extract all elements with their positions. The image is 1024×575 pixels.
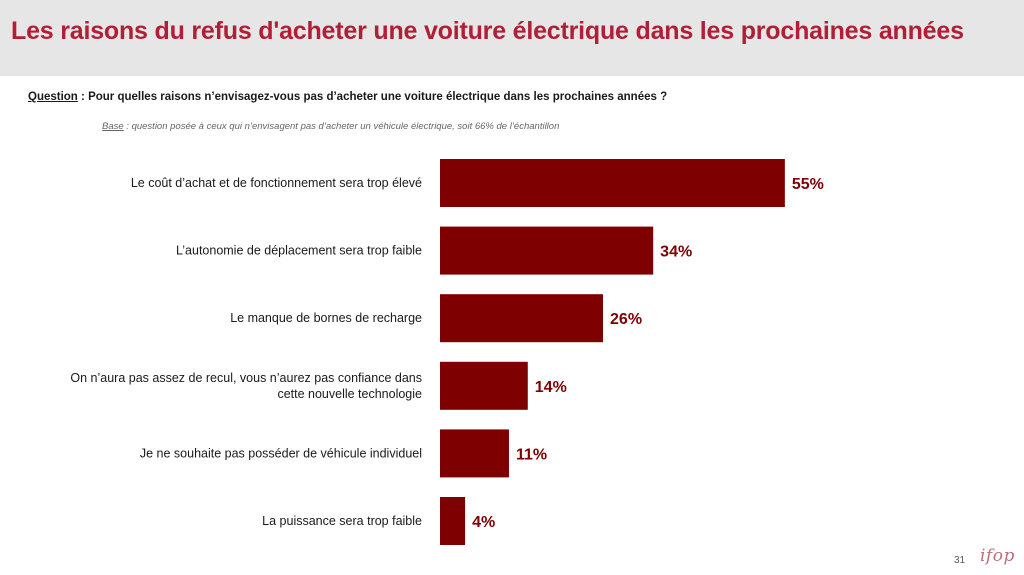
bar-4 — [440, 361, 528, 410]
category-label-4: On n’aura pas assez de recul, vous n’aur… — [70, 371, 422, 401]
question-label: Question — [28, 91, 78, 103]
base-note: Base : question posée à ceux qui n’envis… — [102, 121, 559, 132]
value-label-4: 14% — [535, 379, 567, 396]
value-label-5: 11% — [516, 446, 547, 463]
value-label-3: 26% — [610, 311, 642, 328]
question-text: Pour quelles raisons n’envisagez-vous pa… — [88, 91, 668, 103]
category-label-3: Le manque de bornes de recharge — [230, 311, 422, 325]
bar-6 — [440, 497, 466, 545]
bar-1 — [440, 159, 785, 207]
header-bar: Les raisons du refus d'acheter une voitu… — [0, 0, 1024, 76]
ifop-logo: ifop — [980, 546, 1015, 566]
category-label-5: Je ne souhaite pas posséder de véhicule … — [140, 446, 422, 460]
bar-3 — [440, 294, 604, 343]
value-label-1: 55% — [792, 176, 824, 193]
category-label-6: La puissance sera trop faible — [262, 514, 422, 528]
page-title: Les raisons du refus d'acheter une voitu… — [11, 17, 964, 45]
category-label-1: Le coût d’achat et de fonctionnement ser… — [131, 176, 422, 190]
page-number: 31 — [954, 555, 966, 566]
question-line: Question : Pour quelles raisons n’envisa… — [28, 91, 667, 103]
base-label: Base — [102, 121, 124, 132]
value-label-6: 4% — [472, 514, 495, 531]
question-separator: : — [77, 91, 89, 103]
category-label-2: L’autonomie de déplacement sera trop fai… — [176, 244, 422, 258]
bar-2 — [440, 226, 654, 275]
base-text: : question posée à ceux qui n’envisagent… — [123, 121, 560, 132]
value-label-2: 34% — [660, 244, 692, 261]
bar-5 — [440, 429, 509, 478]
